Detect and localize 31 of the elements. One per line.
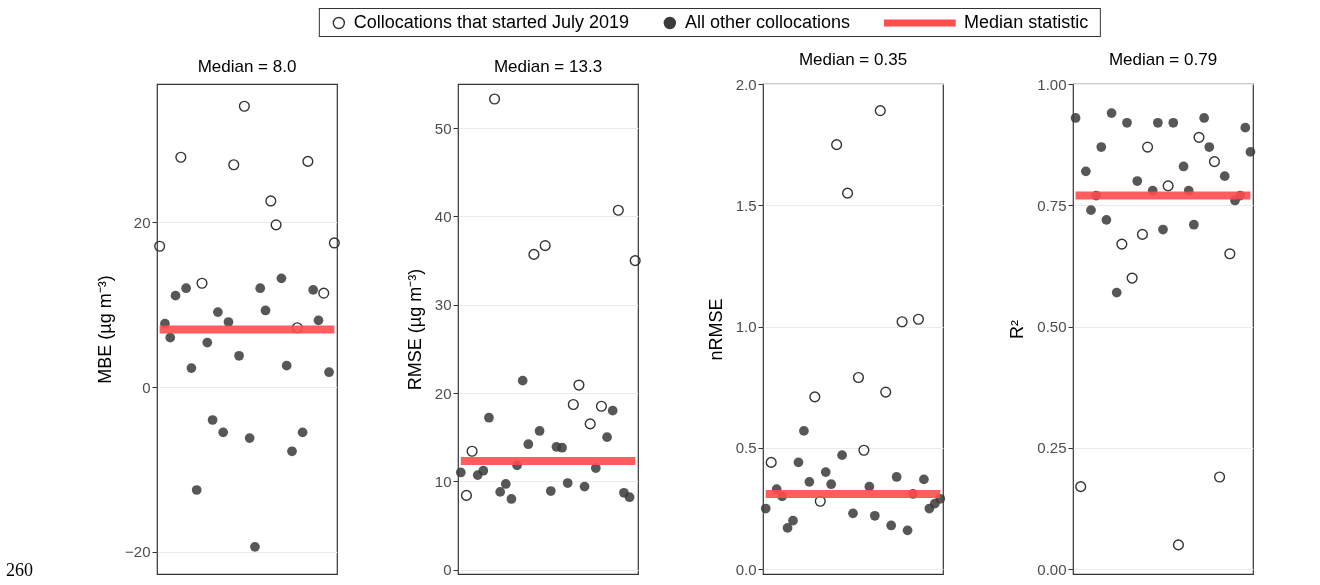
y-tick-label: 40: [434, 207, 452, 225]
y-tick-label: 0: [443, 561, 452, 579]
y-tick-label: 0: [142, 378, 151, 396]
y-axis-title: R²: [1007, 320, 1028, 339]
y-axis-title: RMSE (µg m⁻³): [404, 268, 425, 391]
y-tick-label: 0.00: [1037, 560, 1067, 578]
y-tick-label: 2.0: [735, 75, 757, 93]
y-tick-label: 20: [434, 384, 452, 402]
y-tick-label: 1.0: [735, 318, 757, 336]
y-tick-label: 20: [133, 213, 151, 231]
chart-title: Median = 13.3: [493, 57, 603, 76]
y-tick-label: 0.75: [1037, 196, 1067, 214]
legend-label: Collocations that started July 2019: [353, 12, 630, 33]
chart-title: Median = 0.79: [1108, 50, 1218, 69]
legend-label: Median statistic: [964, 12, 1089, 33]
y-tick-label: 50: [434, 119, 452, 137]
text: 260: [6, 560, 33, 581]
y-tick-label: 10: [434, 472, 452, 490]
y-axis-title: nRMSE: [705, 298, 726, 361]
y-tick-label: 0.50: [1037, 318, 1067, 336]
y-tick-label: 0.25: [1037, 439, 1067, 457]
chart-title: Median = 8.0: [197, 57, 297, 76]
y-axis-title: MBE (µg m⁻³): [95, 275, 116, 384]
legend-label: All other collocations: [685, 12, 851, 33]
y-tick-label: 0.5: [735, 439, 757, 457]
y-tick-label: 1.5: [735, 196, 757, 214]
y-tick-label: −20: [125, 543, 151, 561]
chart-title: Median = 0.35: [798, 50, 908, 69]
y-tick-label: 0.0: [735, 560, 757, 578]
y-tick-label: 30: [434, 296, 452, 314]
y-tick-label: 1.00: [1037, 75, 1067, 93]
